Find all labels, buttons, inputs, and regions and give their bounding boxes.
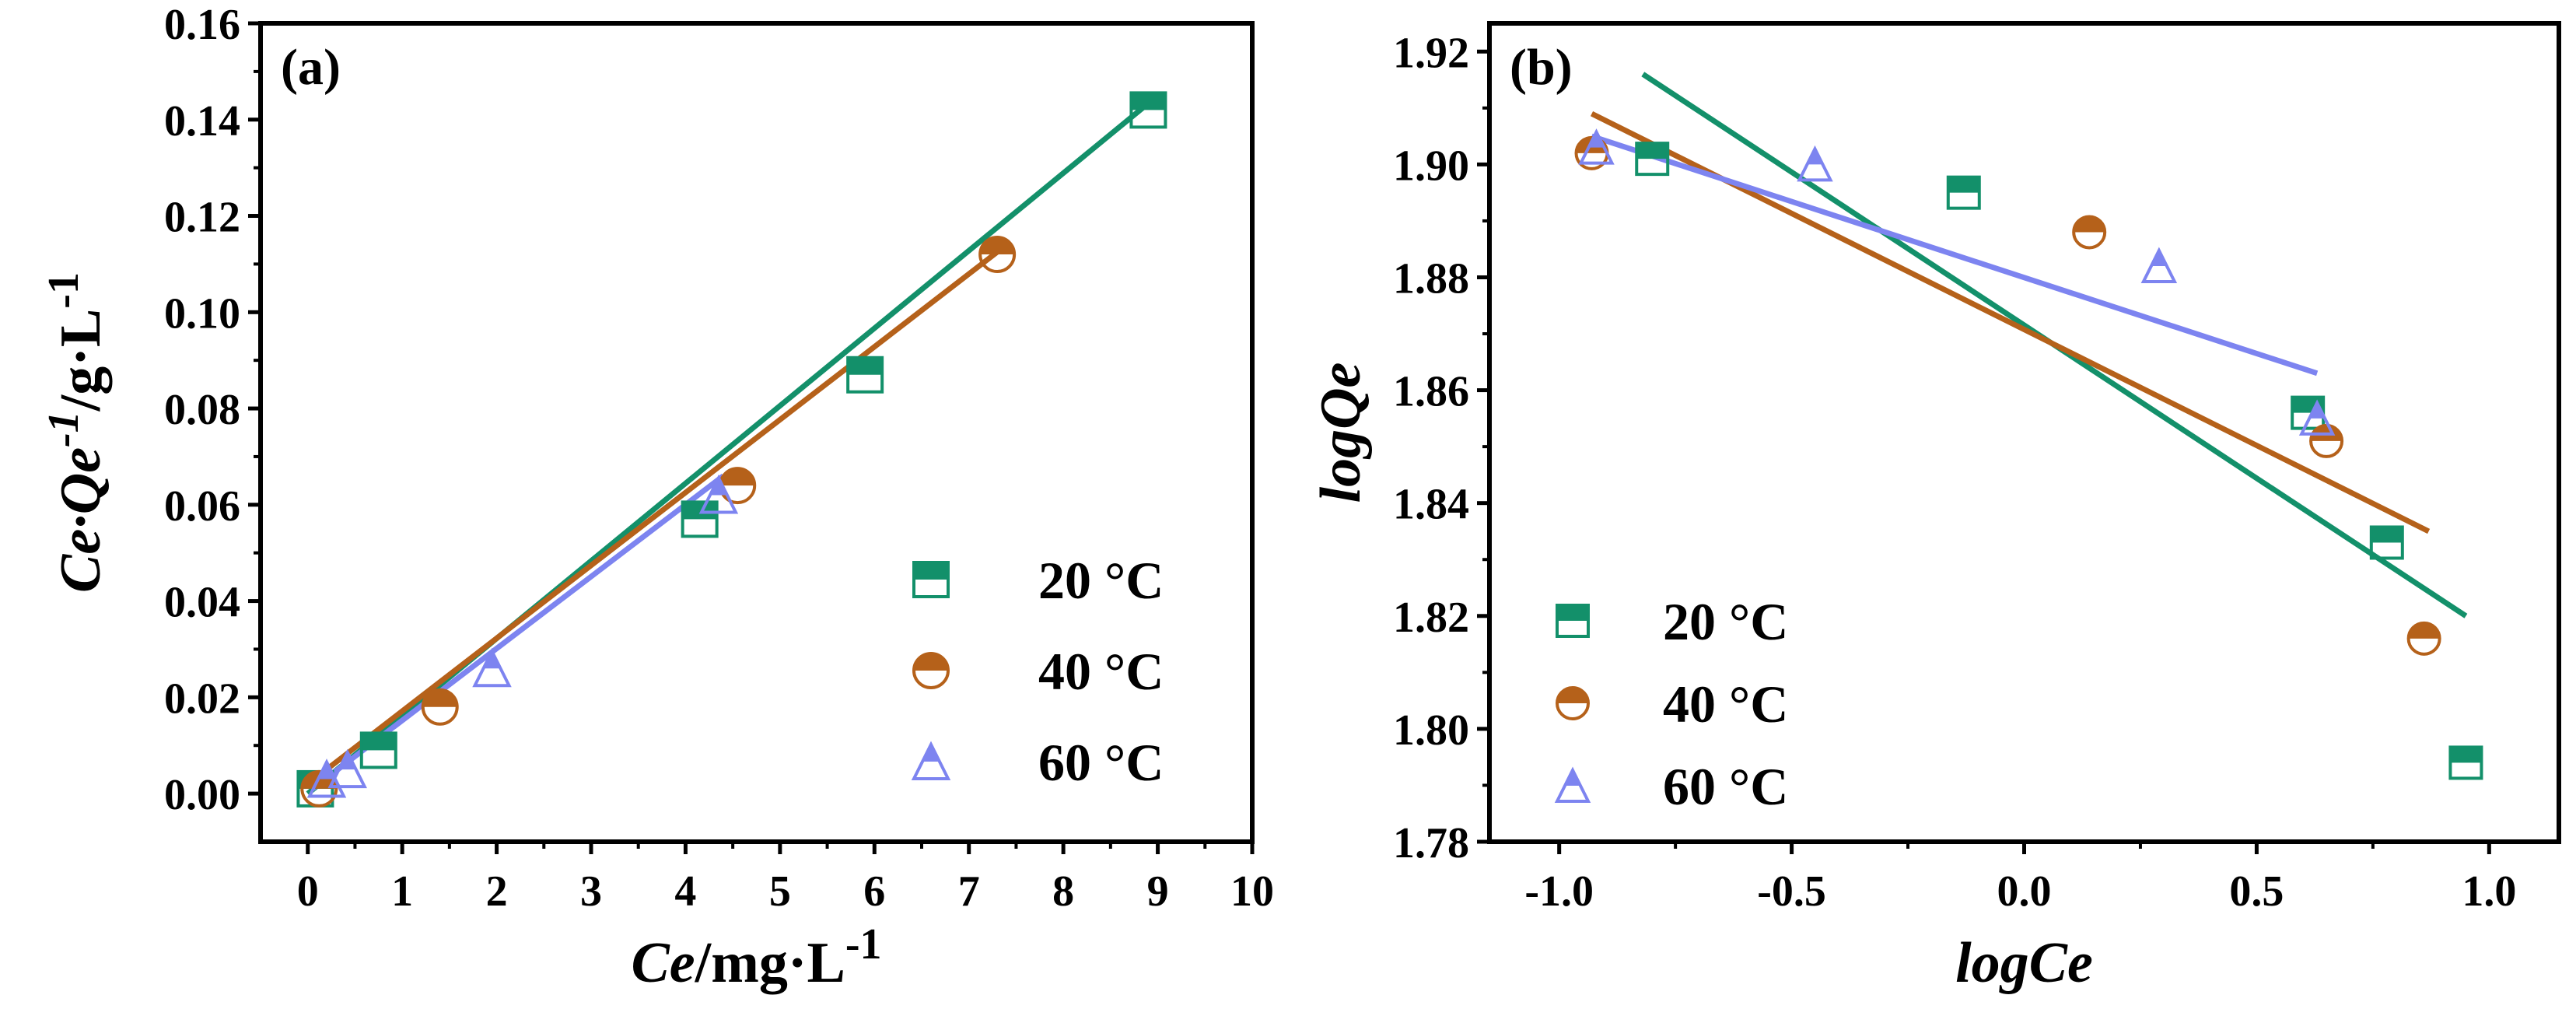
x-tick-label: 5 <box>769 867 791 916</box>
x-tick-label: 4 <box>674 867 696 916</box>
data-point <box>2298 399 2336 436</box>
x-tick-label: 3 <box>580 867 602 916</box>
data-point <box>1797 145 1833 182</box>
y-axis-label: logQe <box>1309 363 1373 503</box>
data-point <box>1129 91 1167 129</box>
x-tick-label: 1 <box>391 867 413 916</box>
y-axis-label: Ce·Qe-1/g·L-1 <box>40 272 113 593</box>
data-point <box>2448 745 2483 780</box>
data-point <box>472 647 512 688</box>
data-point <box>1578 128 1615 165</box>
legend-label: 60 °C <box>1663 757 1788 816</box>
legend-marker <box>1556 604 1590 638</box>
data-point <box>327 748 367 789</box>
y-tick-label: 1.90 <box>1393 142 1469 190</box>
data-point <box>846 356 884 394</box>
y-tick-label: 0.02 <box>164 674 240 723</box>
y-tick-label: 0.08 <box>164 386 240 434</box>
legend-label: 20 °C <box>1038 551 1164 610</box>
legend-label: 20 °C <box>1663 592 1788 651</box>
y-tick-label: 0.12 <box>164 194 240 242</box>
data-point <box>1635 142 1670 177</box>
fit-line-1 <box>306 242 1009 787</box>
x-tick-label: 7 <box>958 867 980 916</box>
y-tick-label: 1.86 <box>1393 368 1469 416</box>
y-tick-label: 1.82 <box>1393 594 1469 642</box>
x-tick-label: 9 <box>1147 867 1169 916</box>
legend-label: 60 °C <box>1038 733 1164 792</box>
legend-marker <box>912 652 950 689</box>
x-tick-label: 10 <box>1230 867 1274 916</box>
y-tick-label: 0.14 <box>164 97 240 145</box>
data-point <box>681 500 719 538</box>
y-tick-label: 0.06 <box>164 482 240 531</box>
data-point <box>719 467 757 505</box>
chart-panel-b: -1.0 -0.5 0.0 0.5 1.0 1.78 1.80 1.82 1.84 1.86 1.8… <box>1309 21 2561 995</box>
data-point <box>421 688 459 726</box>
x-tick-label: -0.5 <box>1757 867 1826 916</box>
data-point <box>2369 525 2404 560</box>
y-tick-label: 1.84 <box>1393 481 1469 529</box>
chart-panel-a: 0 1 2 3 4 5 6 7 8 9 10 0.00 0.02 0.04 0.06 0.08 0.10 0.12… <box>40 1 1274 995</box>
legend-marker <box>911 741 951 780</box>
legend-label: 40 °C <box>1663 674 1788 734</box>
data-point <box>2072 215 2107 250</box>
data-point <box>1946 175 1981 210</box>
y-tick-label: 1.92 <box>1393 29 1469 77</box>
x-tick-label: 8 <box>1052 867 1074 916</box>
data-point <box>2140 247 2178 283</box>
y-tick-label: 1.88 <box>1393 254 1469 303</box>
x-tick-label: 0.0 <box>1997 867 2052 916</box>
panel-label: (a) <box>281 39 341 96</box>
x-tick-label: 2 <box>486 867 508 916</box>
legend-label: 40 °C <box>1038 642 1164 701</box>
y-tick-label: 1.80 <box>1393 706 1469 755</box>
data-point <box>2406 621 2441 656</box>
x-axis-label: logCe <box>1955 931 2093 995</box>
data-point <box>359 731 397 769</box>
fit-line-2 <box>1591 133 2319 377</box>
y-tick-label: 0.04 <box>164 579 240 627</box>
y-tick-label: 0.16 <box>164 1 240 49</box>
y-tick-label: 1.78 <box>1393 819 1469 867</box>
legend-marker <box>1554 766 1591 803</box>
plot-frame <box>258 21 1255 844</box>
legend-marker <box>1556 686 1590 720</box>
x-axis-label: Ce/mg·L-1 <box>631 920 881 995</box>
legend: 20 °C 40 °C 60 °C <box>911 551 1164 792</box>
panel-label: (b) <box>1510 39 1573 96</box>
x-tick-label: -1.0 <box>1524 867 1594 916</box>
x-tick-label: 0.5 <box>2229 867 2284 916</box>
data-point <box>978 236 1017 274</box>
legend-marker <box>912 561 950 598</box>
data-point <box>2309 423 2344 458</box>
x-tick-label: 6 <box>863 867 885 916</box>
x-tick-label: 1.0 <box>2462 867 2516 916</box>
y-tick-label: 0.10 <box>164 289 240 338</box>
legend: 20 °C 40 °C 60 °C <box>1554 592 1788 816</box>
x-tick-label: 0 <box>297 867 319 916</box>
y-tick-label: 0.00 <box>164 771 240 819</box>
data-point <box>698 474 739 514</box>
